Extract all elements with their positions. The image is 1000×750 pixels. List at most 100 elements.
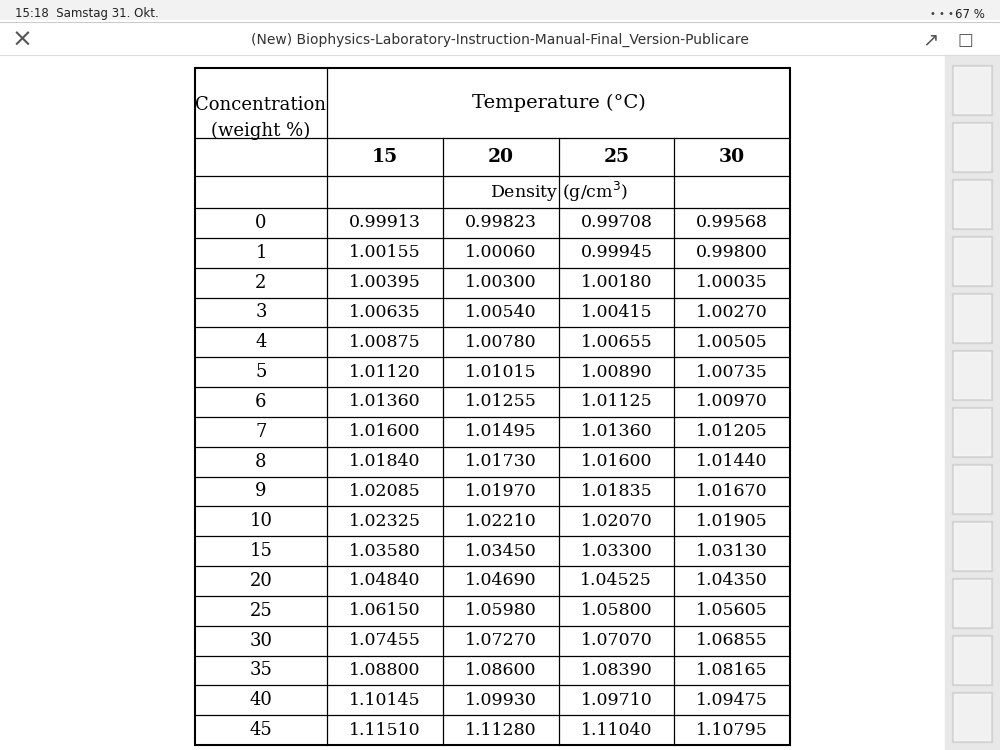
Text: 0.99913: 0.99913 bbox=[349, 214, 421, 232]
Bar bbox=[952, 407, 992, 457]
Bar bbox=[952, 521, 992, 571]
Bar bbox=[952, 635, 992, 685]
Text: 1.01495: 1.01495 bbox=[465, 423, 536, 440]
Text: 1.01125: 1.01125 bbox=[580, 394, 652, 410]
Bar bbox=[954, 580, 990, 626]
Text: 25: 25 bbox=[250, 602, 272, 619]
Text: 1.05605: 1.05605 bbox=[696, 602, 768, 619]
Text: 1.00780: 1.00780 bbox=[465, 334, 536, 351]
Bar bbox=[954, 67, 990, 113]
Text: ↗: ↗ bbox=[922, 31, 938, 50]
Bar bbox=[954, 637, 990, 683]
Text: 1.03300: 1.03300 bbox=[580, 542, 652, 560]
Text: 1.01360: 1.01360 bbox=[581, 423, 652, 440]
Text: 1.10795: 1.10795 bbox=[696, 722, 768, 739]
Text: 7: 7 bbox=[255, 423, 267, 441]
Text: 1.04350: 1.04350 bbox=[696, 572, 768, 590]
Text: 6: 6 bbox=[255, 393, 267, 411]
Bar bbox=[954, 181, 990, 227]
Text: 1.10145: 1.10145 bbox=[349, 692, 421, 709]
Text: 1.01835: 1.01835 bbox=[580, 483, 652, 500]
Text: 1.11040: 1.11040 bbox=[581, 722, 652, 739]
Text: 1.00395: 1.00395 bbox=[349, 274, 421, 291]
Text: 1.00505: 1.00505 bbox=[696, 334, 768, 351]
Text: 1.01840: 1.01840 bbox=[349, 453, 421, 470]
Text: 1.01120: 1.01120 bbox=[349, 364, 421, 380]
Bar bbox=[954, 238, 990, 284]
Bar bbox=[952, 293, 992, 343]
Text: 1.00155: 1.00155 bbox=[349, 244, 421, 261]
Text: 3: 3 bbox=[255, 304, 267, 322]
Text: 1.07270: 1.07270 bbox=[465, 632, 537, 649]
Text: 1.00270: 1.00270 bbox=[696, 304, 768, 321]
Bar bbox=[952, 179, 992, 229]
Text: 1.00540: 1.00540 bbox=[465, 304, 536, 321]
Bar bbox=[954, 466, 990, 512]
Text: 1.02325: 1.02325 bbox=[349, 513, 421, 529]
Text: 1.08800: 1.08800 bbox=[349, 662, 421, 679]
Text: 1.00415: 1.00415 bbox=[581, 304, 652, 321]
Text: 1.03580: 1.03580 bbox=[349, 542, 421, 560]
Text: 0.99708: 0.99708 bbox=[580, 214, 652, 232]
Text: 1.00890: 1.00890 bbox=[581, 364, 652, 380]
Bar bbox=[954, 124, 990, 170]
Text: 1.03130: 1.03130 bbox=[696, 542, 768, 560]
Text: 1.04525: 1.04525 bbox=[580, 572, 652, 590]
Text: 1.08165: 1.08165 bbox=[696, 662, 768, 679]
Text: 1.01205: 1.01205 bbox=[696, 423, 768, 440]
Text: 1.01440: 1.01440 bbox=[696, 453, 768, 470]
Text: • • •: • • • bbox=[930, 9, 954, 19]
Text: 1.01670: 1.01670 bbox=[696, 483, 768, 500]
Text: 20: 20 bbox=[488, 148, 514, 166]
Text: 1.00655: 1.00655 bbox=[580, 334, 652, 351]
Text: 1.09475: 1.09475 bbox=[696, 692, 768, 709]
Text: 1.06855: 1.06855 bbox=[696, 632, 768, 649]
Bar bbox=[954, 295, 990, 341]
Text: 5: 5 bbox=[255, 363, 267, 381]
Text: 1.04840: 1.04840 bbox=[349, 572, 421, 590]
Text: 0.99800: 0.99800 bbox=[696, 244, 768, 261]
Text: 1.01730: 1.01730 bbox=[465, 453, 536, 470]
Bar bbox=[954, 409, 990, 455]
Text: ×: × bbox=[12, 28, 32, 52]
Bar bbox=[952, 464, 992, 514]
Text: 20: 20 bbox=[250, 572, 272, 590]
Text: 40: 40 bbox=[250, 692, 272, 709]
Text: 1.00970: 1.00970 bbox=[696, 394, 768, 410]
Text: 1.05800: 1.05800 bbox=[581, 602, 652, 619]
Text: 1.02070: 1.02070 bbox=[580, 513, 652, 529]
Text: 9: 9 bbox=[255, 482, 267, 500]
Text: 1.00180: 1.00180 bbox=[581, 274, 652, 291]
Text: 45: 45 bbox=[250, 721, 272, 739]
Text: 0: 0 bbox=[255, 214, 267, 232]
Text: 1.01600: 1.01600 bbox=[349, 423, 421, 440]
Text: 1.04690: 1.04690 bbox=[465, 572, 536, 590]
Text: 1.05980: 1.05980 bbox=[465, 602, 536, 619]
Bar bbox=[954, 352, 990, 398]
Bar bbox=[954, 694, 990, 740]
Text: □: □ bbox=[957, 31, 973, 49]
Text: 1.02085: 1.02085 bbox=[349, 483, 421, 500]
Text: Concentration
(weight %): Concentration (weight %) bbox=[196, 96, 326, 140]
Text: 30: 30 bbox=[250, 632, 272, 650]
Text: 1.01600: 1.01600 bbox=[581, 453, 652, 470]
Text: 67 %: 67 % bbox=[955, 8, 985, 20]
Text: 1.01970: 1.01970 bbox=[465, 483, 536, 500]
Text: 1.11280: 1.11280 bbox=[465, 722, 536, 739]
Text: 1.08390: 1.08390 bbox=[580, 662, 652, 679]
Text: 1.00035: 1.00035 bbox=[696, 274, 768, 291]
Text: 1.03450: 1.03450 bbox=[465, 542, 536, 560]
Text: 35: 35 bbox=[250, 662, 272, 680]
Text: 30: 30 bbox=[719, 148, 745, 166]
Bar bbox=[945, 55, 1000, 750]
Text: 0.99823: 0.99823 bbox=[465, 214, 537, 232]
Text: 1.01905: 1.01905 bbox=[696, 513, 768, 529]
Text: 1.09930: 1.09930 bbox=[465, 692, 537, 709]
Text: 1.00060: 1.00060 bbox=[465, 244, 536, 261]
Text: 1.00735: 1.00735 bbox=[696, 364, 768, 380]
Text: 1.00300: 1.00300 bbox=[465, 274, 536, 291]
Text: 1: 1 bbox=[255, 244, 267, 262]
Bar bbox=[952, 65, 992, 115]
Text: 4: 4 bbox=[255, 333, 267, 351]
Bar bbox=[952, 122, 992, 172]
